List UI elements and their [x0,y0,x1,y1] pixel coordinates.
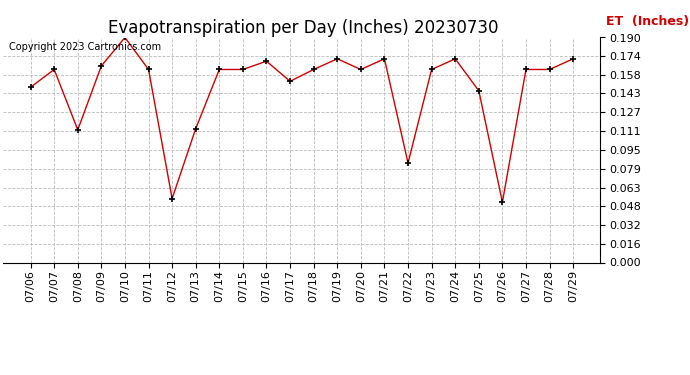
Text: Copyright 2023 Cartronics.com: Copyright 2023 Cartronics.com [10,42,161,52]
Text: ET  (Inches): ET (Inches) [607,15,689,28]
Text: Evapotranspiration per Day (Inches) 20230730: Evapotranspiration per Day (Inches) 2023… [108,19,499,37]
